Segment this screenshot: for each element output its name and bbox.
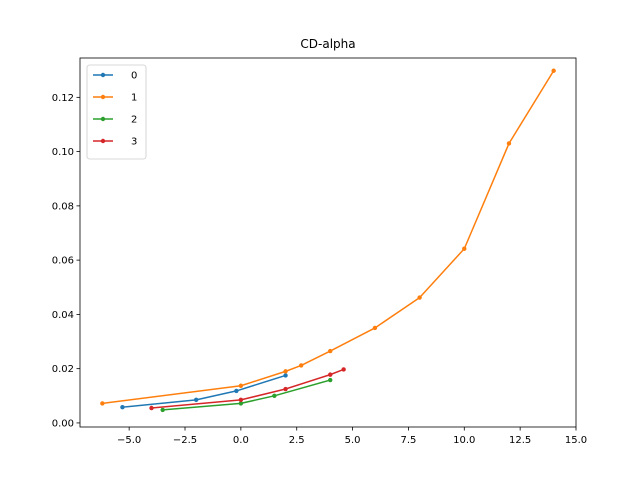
y-tick-label: 0.08 [52, 201, 74, 212]
series-0 [120, 373, 288, 410]
legend-marker [100, 138, 106, 144]
x-tick-label: 7.5 [400, 435, 416, 446]
series-layer [100, 68, 556, 413]
legend-item: 1 [93, 93, 137, 104]
legend-marker [100, 94, 106, 100]
data-point [238, 401, 244, 406]
data-point [234, 388, 239, 394]
x-tick-label: −2.5 [173, 435, 197, 446]
plot-area [79, 57, 577, 428]
legend-label: 3 [131, 137, 137, 148]
data-point [193, 397, 199, 403]
data-point [120, 404, 125, 410]
x-tick-label: 0.0 [233, 435, 249, 446]
data-point [328, 348, 333, 354]
x-tick-label: 5.0 [345, 435, 361, 446]
x-tick-label: 12.5 [509, 435, 531, 446]
series-line [122, 374, 286, 408]
legend-box [86, 64, 147, 160]
data-point [417, 295, 422, 300]
legend-marker [100, 116, 106, 122]
data-point [506, 141, 512, 146]
data-point [100, 401, 105, 406]
legend-marker [100, 72, 106, 78]
x-tick-label: 15.0 [565, 435, 587, 446]
data-point [328, 377, 333, 383]
y-tick-label: 0.00 [52, 418, 74, 429]
series-line [162, 379, 331, 411]
y-tick-label: 0.04 [52, 310, 74, 321]
x-tick-label: −5.0 [117, 435, 141, 446]
legend-item: 0 [93, 71, 137, 82]
data-point [272, 393, 277, 398]
data-point [160, 407, 165, 413]
data-point [283, 369, 288, 374]
data-point [462, 246, 467, 251]
y-tick-label: 0.06 [52, 256, 74, 267]
series-1 [100, 68, 556, 406]
series-3 [149, 367, 346, 411]
data-point [298, 363, 304, 368]
x-axis: −5.0 −2.5 0.0 2.5 5.0 7.5 10.0 12.5 15.0 [117, 427, 587, 446]
data-point [372, 325, 378, 331]
data-point [283, 386, 288, 392]
y-tick-label: 0.12 [52, 93, 74, 104]
legend: 0 1 2 3 [86, 64, 147, 160]
data-point [328, 372, 333, 377]
data-point [149, 405, 154, 411]
chart-title: CD-alpha [300, 37, 355, 51]
y-tick-label: 0.10 [52, 147, 74, 158]
y-tick-label: 0.02 [52, 364, 74, 375]
legend-item: 3 [93, 137, 137, 148]
legend-label: 1 [131, 93, 137, 104]
y-axis: 0.00 0.02 0.04 0.06 0.08 0.10 0.12 [52, 93, 80, 429]
data-point [238, 383, 244, 388]
series-line [102, 70, 555, 405]
series-2 [160, 377, 333, 413]
x-tick-label: 10.0 [453, 435, 475, 446]
data-point [551, 68, 556, 73]
data-point [283, 373, 288, 378]
data-point [238, 397, 244, 403]
legend-item: 2 [93, 115, 137, 126]
x-tick-label: 2.5 [289, 435, 305, 446]
data-point [341, 367, 346, 372]
legend-label: 2 [131, 115, 137, 126]
legend-label: 0 [131, 71, 137, 82]
